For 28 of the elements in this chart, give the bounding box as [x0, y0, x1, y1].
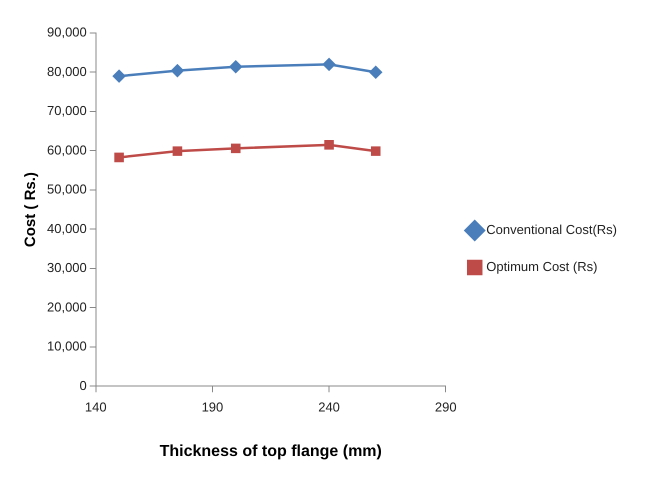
- x-axis-title: Thickness of top flange (mm): [160, 442, 382, 460]
- y-tick-label: 40,000: [46, 220, 87, 236]
- x-tick-label: 290: [434, 400, 457, 415]
- x-tick-label: 240: [318, 400, 340, 415]
- point: [322, 58, 336, 71]
- y-tick-label: 30,000: [46, 260, 87, 276]
- y-tick-label: 0: [80, 378, 87, 393]
- y-tick-label: 80,000: [46, 64, 87, 79]
- y-tick-label: 70,000: [46, 103, 87, 118]
- point: [324, 140, 334, 150]
- legend-label: Optimum Cost (Rs): [486, 259, 598, 274]
- y-tick-label: 60,000: [46, 142, 87, 158]
- point: [171, 64, 184, 77]
- y-tick-label: 50,000: [46, 182, 87, 197]
- y-tick-label: 20,000: [46, 299, 87, 314]
- point: [370, 146, 381, 156]
- y-tick-label: 10,000: [46, 338, 87, 354]
- x-tick-label: 190: [202, 400, 224, 415]
- y-axis-title: Cost ( Rs.): [22, 172, 40, 248]
- legend-label: Conventional Cost(Rs): [486, 222, 618, 238]
- x-tick-label: 140: [84, 400, 107, 415]
- point: [369, 66, 382, 78]
- y-tick-label: 90,000: [46, 24, 87, 40]
- point: [172, 146, 182, 156]
- point: [112, 70, 126, 82]
- point: [230, 60, 242, 73]
- point: [230, 144, 241, 154]
- point: [114, 152, 124, 162]
